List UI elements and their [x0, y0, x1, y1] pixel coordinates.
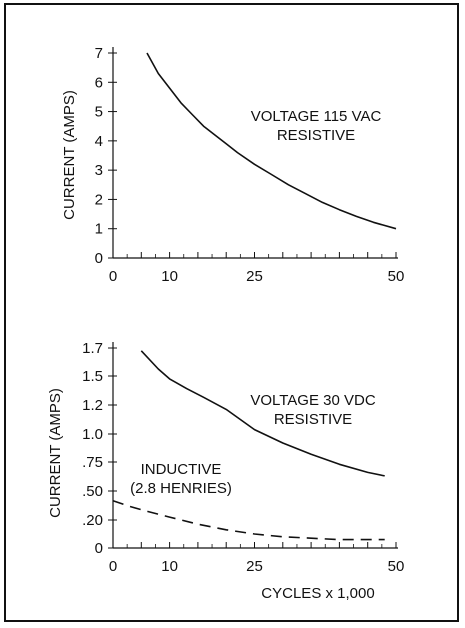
x-tick-label: 10	[161, 558, 178, 575]
y-tick-label: 1.2	[82, 397, 103, 414]
annotation-115vac-line2: RESISTIVE	[277, 127, 355, 144]
series-line-resistive	[146, 52, 397, 230]
y-tick-label: 1.0	[82, 426, 103, 443]
y-tick-label: .50	[82, 483, 103, 500]
y-axis-title-top: CURRENT (AMPS)	[61, 90, 78, 220]
series-line-inductive	[112, 499, 385, 541]
y-tick-label: 1.7	[82, 340, 103, 357]
y-tick-label: 4	[95, 133, 103, 150]
x-tick-label: 0	[109, 558, 117, 575]
annotation-inductive-line2: (2.8 HENRIES)	[130, 480, 232, 497]
annotation-inductive-line1: INDUCTIVE	[141, 461, 222, 478]
chart-top: 0 1 2 3 4 5 6 7 0 10 25 50	[95, 45, 405, 285]
x-tick-label: 10	[161, 268, 178, 285]
y-tick-label: 1.5	[82, 368, 103, 385]
x-axis-title-bottom: CYCLES x 1,000	[261, 585, 374, 602]
y-tick-label: .20	[82, 512, 103, 529]
x-tick-label: 50	[388, 558, 405, 575]
y-axis-title-bottom: CURRENT (AMPS)	[47, 388, 64, 518]
x-tick-label: 0	[109, 268, 117, 285]
figure-frame	[4, 3, 459, 622]
y-tick-label: 6	[95, 74, 103, 91]
series-line-resistive	[140, 350, 385, 477]
annotation-30vdc-line2: RESISTIVE	[274, 411, 352, 428]
annotation-30vdc-line1: VOLTAGE 30 VDC	[250, 392, 375, 409]
y-tick-label: 2	[95, 191, 103, 208]
chart-bottom: 0 .20 .50 .75 1.0 1.2 1.5 1.7 0 10 25 50	[82, 340, 404, 575]
y-tick-label: 0	[95, 540, 103, 557]
annotation-115vac-line1: VOLTAGE 115 VAC	[251, 108, 382, 125]
y-tick-label: 5	[95, 104, 103, 121]
y-tick-label: 3	[95, 162, 103, 179]
x-tick-label: 50	[388, 268, 405, 285]
y-tick-label: .75	[82, 454, 103, 471]
x-tick-label: 25	[246, 558, 263, 575]
y-tick-label: 7	[95, 45, 103, 62]
y-tick-label: 0	[95, 250, 103, 267]
y-tick-label: 1	[95, 221, 103, 238]
x-tick-label: 25	[246, 268, 263, 285]
